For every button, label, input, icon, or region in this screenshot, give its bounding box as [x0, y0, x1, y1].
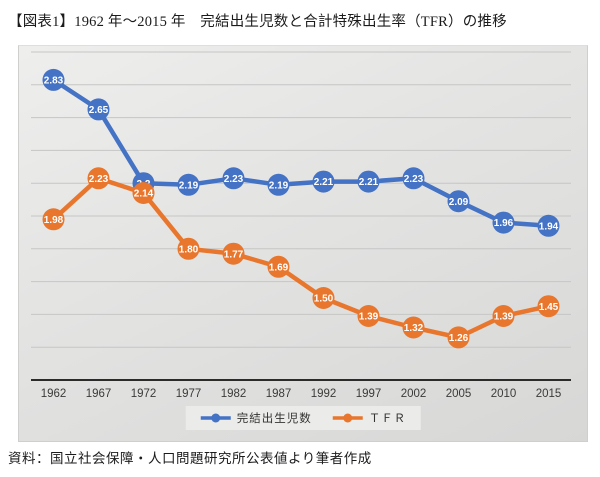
x-tick-label: 1967 [86, 388, 112, 400]
legend-label: 完結出生児数 [236, 413, 312, 425]
legend-label: ＴＦＲ [368, 413, 407, 425]
data-point-label: 2.14 [134, 189, 154, 200]
x-tick-label: 1987 [266, 388, 292, 400]
x-tick-label: 2002 [401, 388, 427, 400]
x-tick-label: 1992 [311, 388, 337, 400]
data-point-label: 1.39 [494, 312, 514, 323]
data-point-label: 1.98 [44, 215, 64, 226]
x-tick-label: 2010 [491, 388, 517, 400]
data-point-marker [87, 98, 110, 121]
chart-area: 2.832.652.22.192.232.192.212.212.232.091… [18, 45, 588, 442]
data-point-marker [312, 287, 335, 309]
source-note: 資料：国立社会保障・人口問題研究所公表値より筆者作成 [8, 451, 372, 466]
data-point-label: 1.45 [539, 302, 559, 313]
data-point-label: 2.09 [449, 197, 469, 208]
data-point-marker [402, 167, 425, 190]
data-point-label: 1.94 [539, 221, 559, 232]
data-point-marker [42, 68, 65, 91]
x-tick-label: 2015 [536, 388, 562, 400]
data-point-label: 2.19 [269, 180, 289, 191]
x-tick-label: 1977 [176, 388, 202, 400]
data-point-label: 1.77 [224, 249, 244, 260]
data-point-label: 2.21 [314, 177, 334, 188]
data-point-marker [402, 316, 425, 339]
data-point-marker [132, 182, 155, 204]
data-point-label: 2.23 [224, 174, 244, 185]
x-tick-label: 1982 [221, 388, 247, 400]
figure-title: 【図表1】1962 年～2015 年 完結出生児数と合計特殊出生率（TFR）の推… [8, 14, 507, 30]
legend-dot [343, 413, 353, 423]
data-point-marker [492, 211, 515, 234]
data-point-marker [447, 190, 470, 213]
data-point-label: 1.80 [179, 244, 199, 255]
data-point-marker [267, 173, 290, 196]
data-point-marker [87, 167, 110, 190]
data-point-label: 2.83 [44, 76, 64, 87]
legend-item-1: ＴＦＲ [332, 410, 407, 426]
legend-line-icon [200, 413, 231, 423]
data-point-marker [222, 167, 245, 190]
data-point-marker [177, 173, 200, 196]
x-tick-label: 1962 [41, 388, 67, 400]
data-point-marker [447, 326, 470, 349]
data-point-marker [42, 208, 65, 231]
data-point-marker [537, 214, 560, 237]
series-line-1 [51, 176, 549, 340]
data-point-label: 1.32 [404, 323, 424, 334]
data-point-label: 1.50 [314, 294, 334, 305]
data-point-label: 1.69 [269, 262, 289, 273]
data-point-marker [357, 170, 380, 193]
data-point-label: 1.96 [494, 218, 514, 229]
data-point-label: 2.21 [359, 177, 379, 188]
legend-line-icon [332, 413, 363, 423]
series-line-0 [52, 78, 549, 229]
data-point-marker [222, 242, 245, 265]
data-point-marker [267, 255, 290, 278]
x-tick-label: 2005 [446, 388, 472, 400]
data-point-marker [177, 237, 200, 260]
data-point-label: 1.26 [449, 333, 469, 344]
data-point-label: 2.23 [404, 174, 424, 185]
data-point-label: 1.39 [359, 312, 379, 323]
x-tick-label: 1972 [131, 388, 157, 400]
data-point-label: 2.23 [89, 174, 109, 185]
data-point-label: 2.65 [89, 105, 109, 116]
data-point-marker [537, 295, 560, 318]
legend-dot [211, 413, 221, 423]
data-point-marker [312, 170, 335, 193]
data-point-label: 2.19 [179, 180, 199, 191]
chart-legend: 完結出生児数 ＴＦＲ [185, 406, 421, 430]
x-tick-label: 1997 [356, 388, 382, 400]
line-chart-svg: 2.832.652.22.192.232.192.212.212.232.091… [31, 51, 571, 400]
data-point-marker [357, 305, 380, 327]
legend-item-0: 完結出生児数 [200, 410, 312, 426]
data-point-marker [492, 305, 515, 327]
